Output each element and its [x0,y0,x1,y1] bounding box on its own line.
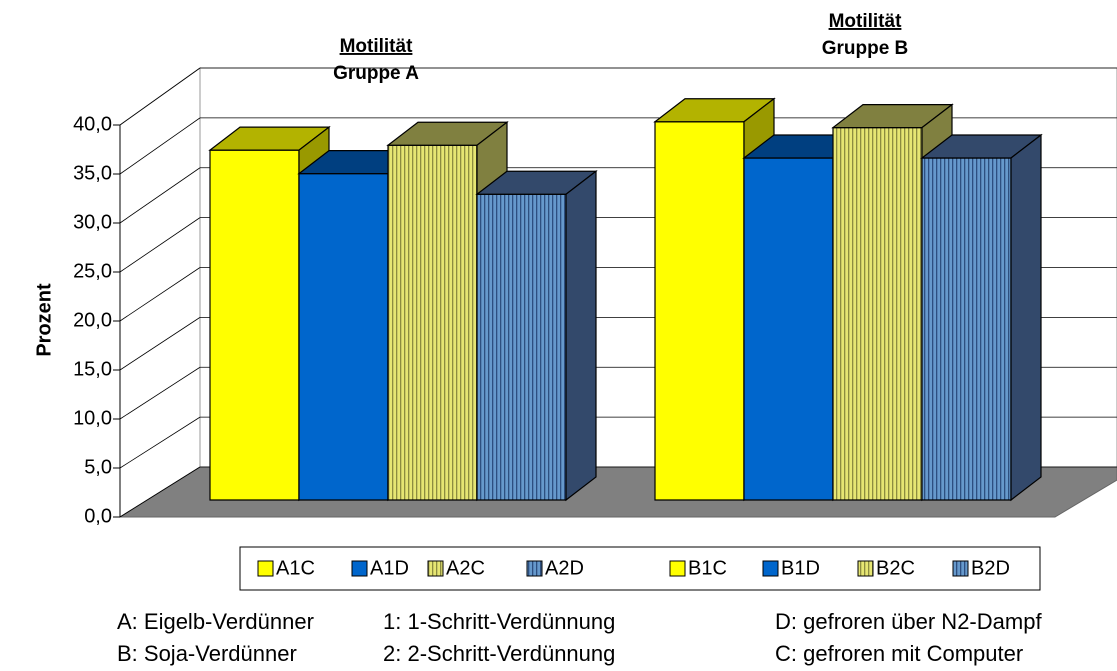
footnote: 1: 1-Schritt-Verdünnung [383,609,615,634]
grid-line [119,317,201,371]
legend-swatch [526,560,543,577]
legend-label: A2D [545,557,584,579]
legend-swatch [669,560,686,577]
legend-swatch [952,560,969,577]
y-tick-label: 0,0 [84,505,112,527]
bar-front [743,157,834,501]
legend-label: A1D [370,557,409,579]
grid-line [119,167,201,224]
grid-line [119,366,201,420]
legend-label: B1C [688,557,727,579]
footnote: C: gefroren mit Computer [775,641,1023,666]
group-subtitle: Gruppe A [333,63,419,84]
legend-swatch [257,560,274,577]
footnote: A: Eigelb-Verdünner [117,609,314,634]
side-wall [119,67,201,518]
legend-label: A1C [276,557,315,579]
y-tick-label: 30,0 [73,211,112,233]
legend-swatch [762,560,779,577]
footnote: D: gefroren über N2-Dampf [775,609,1042,634]
grid-line [119,117,201,175]
y-tick-label: 40,0 [73,113,112,135]
legend-swatch [857,560,874,577]
grid-line [119,67,201,126]
bar-front [209,149,300,501]
grid-line [119,267,201,322]
y-tick-label: 10,0 [73,407,112,429]
grid-line [119,416,201,469]
legend-label: B1D [781,557,820,579]
group-subtitle: Gruppe B [822,38,909,59]
bar-front [921,157,1012,501]
bar-front [387,144,478,501]
legend-swatch [427,560,444,577]
grid-line [119,466,201,518]
legend-label: A2C [446,557,485,579]
grid-line [119,217,201,273]
bar-front [298,173,389,501]
group-title: Motilität [340,36,413,57]
legend-swatch [351,560,368,577]
bar-front [476,193,567,501]
bar [475,170,598,502]
footnote: B: Soja-Verdünner [117,641,297,666]
y-tick-label: 35,0 [73,162,112,184]
footnote: 2: 2-Schritt-Verdünnung [383,641,615,666]
legend-label: B2C [876,557,915,579]
y-axis-label: Prozent [33,283,55,357]
legend-label: B2D [971,557,1010,579]
y-tick-label: 5,0 [84,456,112,478]
y-tick-label: 15,0 [73,358,112,380]
group-title: Motilität [829,11,902,32]
bar-side [1010,133,1042,502]
bar-side [565,170,597,502]
bar-front [832,126,923,501]
bar [920,133,1043,502]
bar-front [654,121,745,501]
y-tick-label: 25,0 [73,260,112,282]
legend [239,546,1041,591]
y-tick-label: 20,0 [73,309,112,331]
